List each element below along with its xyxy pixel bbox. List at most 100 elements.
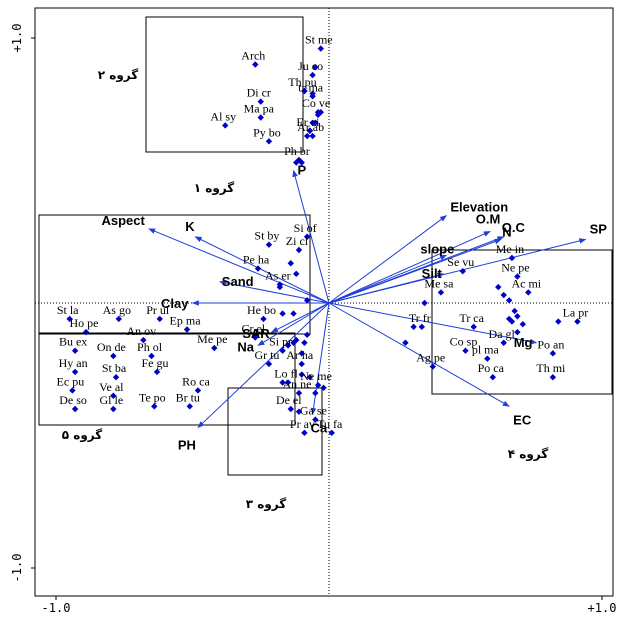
env-label-slope: slope bbox=[420, 241, 454, 256]
species-point bbox=[293, 270, 300, 278]
env-arrow-k bbox=[194, 236, 330, 304]
species-label-ne-pe: Ne pe bbox=[501, 261, 529, 275]
group-5-label: گروه ۵ bbox=[62, 428, 103, 443]
species-label-ju-co: Ju co bbox=[298, 59, 323, 73]
species-label-st-ba: St ba bbox=[102, 361, 127, 375]
env-arrow-n bbox=[328, 238, 502, 304]
species-point-me-in bbox=[508, 254, 516, 262]
species-label-co-ve: Co ve bbox=[302, 96, 330, 110]
species-points bbox=[66, 45, 581, 437]
species-label-ho-pe: Ho pe bbox=[70, 316, 99, 330]
species-point-py-bo bbox=[265, 138, 273, 145]
group-4-box bbox=[431, 249, 613, 395]
species-point-st-la bbox=[66, 315, 73, 323]
species-point bbox=[306, 374, 314, 381]
species-point-cr-el bbox=[252, 334, 259, 341]
species-point-he-bo bbox=[260, 315, 267, 323]
species-point-ho-pe bbox=[82, 328, 90, 336]
species-label-di-cr: Di cr bbox=[247, 86, 271, 100]
species-point-ne-pe bbox=[514, 273, 521, 280]
species-label-gr-tu: Gr tu bbox=[254, 348, 279, 362]
species-point bbox=[295, 408, 303, 415]
species-label-er-ci: Er ci bbox=[296, 115, 320, 129]
species-point bbox=[402, 339, 409, 346]
species-point bbox=[298, 159, 305, 166]
species-point-as-go bbox=[115, 315, 122, 323]
species-point-po-an bbox=[549, 350, 557, 357]
species-label-as-go: As go bbox=[103, 303, 131, 317]
species-label-me-pe: Me pe bbox=[197, 332, 227, 346]
species-point-tr-ca bbox=[470, 323, 477, 331]
species-point-si-pr bbox=[279, 347, 286, 354]
env-label-o-m: O.M bbox=[476, 211, 501, 226]
group-5-box bbox=[38, 332, 296, 426]
species-point bbox=[279, 379, 286, 386]
species-point bbox=[290, 310, 297, 317]
species-point bbox=[312, 389, 319, 397]
species-point-pr-ul bbox=[156, 315, 163, 323]
env-arrow-sand bbox=[219, 280, 330, 304]
group-1-box bbox=[38, 214, 311, 335]
species-point-si-of bbox=[303, 233, 311, 240]
species-label-me-sa: Me sa bbox=[424, 276, 454, 290]
species-point-bu-ex bbox=[71, 347, 79, 354]
group-3-label: گروه ۳ bbox=[246, 497, 287, 512]
species-label-ro-ca: Ro ca bbox=[182, 374, 210, 388]
env-arrows bbox=[148, 169, 587, 429]
env-arrow-ph bbox=[197, 302, 330, 429]
env-arrow-na bbox=[257, 302, 330, 346]
species-point bbox=[495, 283, 502, 291]
env-label-sar: SAR bbox=[242, 326, 270, 341]
species-point bbox=[306, 127, 314, 134]
species-point-st-ba bbox=[112, 374, 120, 381]
env-label-ph: PH bbox=[178, 438, 196, 453]
env-arrow-ec bbox=[328, 302, 510, 407]
species-point-th-mi bbox=[549, 374, 557, 381]
species-label-ac-mi: Ac mi bbox=[511, 276, 541, 290]
env-label-k: K bbox=[185, 219, 195, 234]
species-label-an-ov: An ov bbox=[127, 324, 157, 338]
species-point-ga-se bbox=[312, 416, 319, 423]
species-point-po-ca bbox=[489, 374, 496, 381]
group-1-label: گروه ۱ bbox=[194, 181, 235, 196]
species-point-se-vu bbox=[459, 268, 466, 275]
species-label-pr-ul: Pr ul bbox=[146, 303, 170, 317]
species-label-ep-ma: Ep ma bbox=[170, 314, 202, 328]
species-label-ne-me: Ne me bbox=[300, 369, 332, 383]
species-label-st-me: St me bbox=[305, 33, 333, 47]
species-point-al-sy bbox=[222, 122, 229, 129]
species-label-th-pu: Th pu bbox=[288, 75, 316, 89]
species-label-po-an: Po an bbox=[537, 337, 564, 351]
species-point-on-de bbox=[110, 352, 117, 360]
species-point-me-pe bbox=[211, 344, 218, 352]
species-point-st-by bbox=[265, 241, 273, 248]
env-label-clay: Clay bbox=[161, 296, 189, 311]
species-label-st-la: St la bbox=[57, 303, 79, 317]
species-point-ve-al bbox=[110, 392, 117, 399]
env-arrow-silt bbox=[328, 272, 445, 304]
species-point-pr-av bbox=[301, 429, 308, 437]
env-label-n: N bbox=[502, 224, 511, 239]
species-label-al-sy: Al sy bbox=[210, 109, 236, 123]
species-label-he-bo: He bo bbox=[247, 303, 276, 317]
species-point bbox=[301, 339, 308, 346]
species-label-ag-pe: Ag pe bbox=[416, 351, 445, 365]
species-point bbox=[317, 109, 325, 116]
env-arrow-aspect bbox=[148, 228, 330, 304]
env-label-o-c: O.C bbox=[502, 220, 526, 235]
species-label-br-tu: Br tu bbox=[176, 390, 200, 404]
species-point-ep-ma bbox=[183, 326, 191, 333]
species-point bbox=[514, 328, 521, 336]
species-point bbox=[511, 307, 518, 315]
species-label-an-ne: An ne bbox=[282, 377, 311, 391]
species-point-gl-le bbox=[110, 405, 117, 413]
species-point-tr-fr bbox=[418, 323, 426, 331]
group-2-box bbox=[145, 16, 304, 153]
species-point-gr-tu bbox=[265, 360, 273, 368]
species-label-de-el: De el bbox=[276, 393, 302, 407]
species-point-br-tu bbox=[186, 403, 193, 410]
species-label-py-bo: Py bo bbox=[253, 125, 281, 139]
species-label-st-by: St by bbox=[254, 229, 279, 243]
species-label-ve-al: Ve al bbox=[99, 380, 124, 394]
